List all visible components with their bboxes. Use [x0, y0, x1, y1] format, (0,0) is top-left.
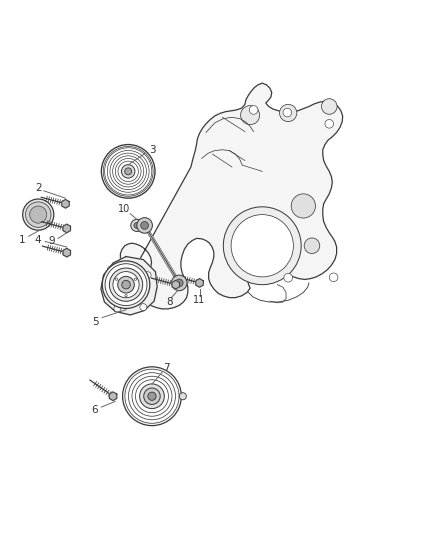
- Circle shape: [121, 165, 135, 178]
- Circle shape: [132, 376, 172, 416]
- Polygon shape: [196, 279, 203, 287]
- Text: 10: 10: [118, 205, 130, 214]
- Circle shape: [115, 278, 118, 280]
- Circle shape: [25, 202, 51, 228]
- Circle shape: [321, 99, 337, 114]
- Circle shape: [118, 276, 134, 293]
- Circle shape: [283, 108, 292, 117]
- Polygon shape: [101, 256, 157, 315]
- Text: 2: 2: [35, 183, 42, 193]
- Polygon shape: [63, 224, 71, 233]
- Circle shape: [141, 222, 148, 229]
- Circle shape: [125, 369, 179, 423]
- Circle shape: [30, 206, 47, 223]
- Circle shape: [137, 217, 152, 233]
- Circle shape: [114, 305, 121, 312]
- Circle shape: [144, 272, 151, 279]
- Circle shape: [122, 280, 131, 289]
- Circle shape: [102, 261, 150, 309]
- Text: 6: 6: [91, 405, 98, 415]
- Circle shape: [140, 384, 164, 409]
- Circle shape: [291, 194, 315, 218]
- Circle shape: [148, 392, 156, 400]
- Circle shape: [135, 380, 169, 413]
- Circle shape: [128, 373, 176, 420]
- Circle shape: [131, 220, 143, 231]
- Circle shape: [134, 222, 140, 229]
- Circle shape: [134, 278, 137, 280]
- Circle shape: [144, 388, 160, 405]
- Text: 4: 4: [35, 235, 42, 245]
- Text: 8: 8: [166, 297, 173, 307]
- Circle shape: [179, 393, 187, 400]
- Circle shape: [107, 266, 114, 273]
- Polygon shape: [62, 199, 69, 208]
- Circle shape: [105, 264, 147, 305]
- Circle shape: [23, 199, 54, 230]
- Circle shape: [113, 272, 139, 298]
- Circle shape: [304, 238, 320, 254]
- Circle shape: [249, 106, 258, 114]
- Circle shape: [110, 268, 143, 301]
- Polygon shape: [63, 248, 71, 257]
- Circle shape: [325, 119, 334, 128]
- Circle shape: [171, 275, 187, 290]
- Circle shape: [329, 273, 338, 281]
- Text: 9: 9: [48, 237, 54, 246]
- Text: 7: 7: [163, 363, 170, 373]
- Circle shape: [231, 215, 293, 277]
- Text: 5: 5: [92, 317, 99, 327]
- Circle shape: [140, 304, 147, 311]
- Text: 1: 1: [19, 235, 25, 245]
- Circle shape: [279, 104, 297, 122]
- Circle shape: [284, 273, 293, 282]
- Text: 3: 3: [148, 145, 155, 155]
- Polygon shape: [120, 83, 343, 309]
- Circle shape: [125, 168, 132, 175]
- Circle shape: [240, 106, 260, 125]
- Circle shape: [223, 207, 301, 285]
- Text: 11: 11: [194, 295, 206, 305]
- Circle shape: [123, 367, 181, 426]
- Circle shape: [125, 294, 127, 297]
- Circle shape: [175, 279, 183, 287]
- Polygon shape: [172, 280, 180, 289]
- Polygon shape: [110, 392, 117, 401]
